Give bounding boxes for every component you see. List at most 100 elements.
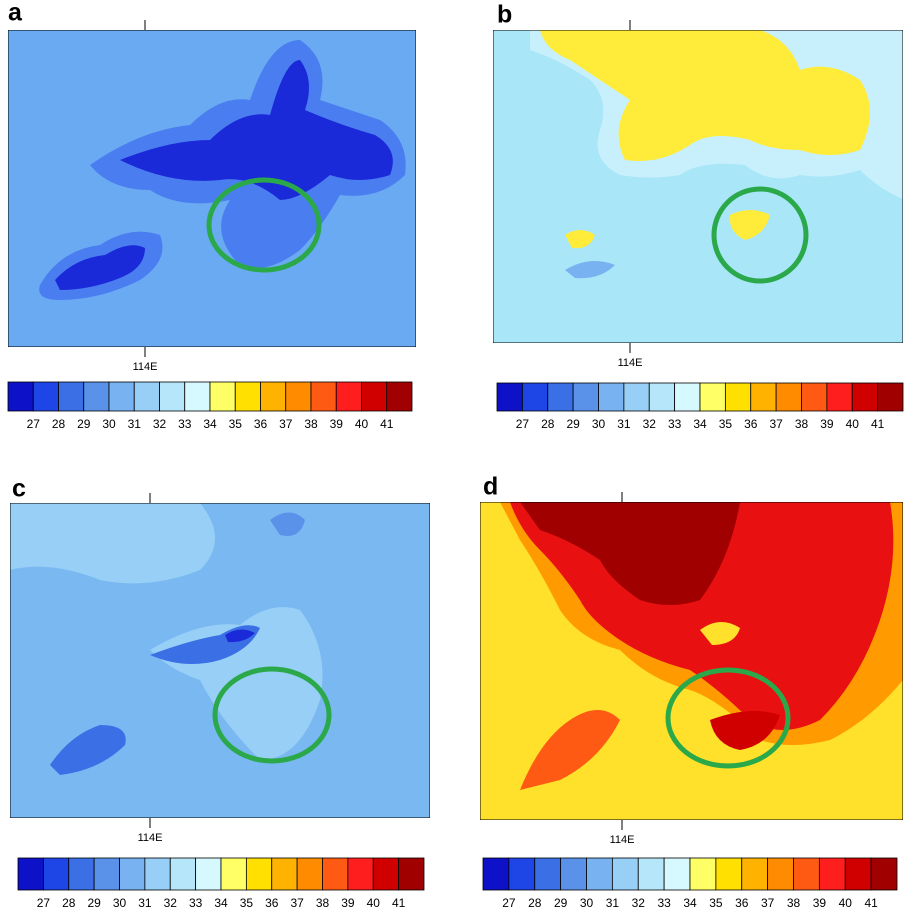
colorbar-box bbox=[844, 857, 872, 891]
colorbar-label: 27 bbox=[502, 896, 516, 910]
colorbar-label: 32 bbox=[643, 417, 657, 431]
colorbar-box bbox=[108, 381, 135, 412]
colorbar-box bbox=[372, 857, 400, 891]
colorbar-box bbox=[32, 381, 59, 412]
colorbar-label: 36 bbox=[744, 417, 758, 431]
colorbar-box bbox=[322, 857, 349, 891]
colorbar-label: 40 bbox=[846, 417, 860, 431]
colorbar-label: 39 bbox=[820, 417, 834, 431]
colorbar-box bbox=[623, 382, 650, 412]
colorbar-label: 34 bbox=[683, 896, 697, 910]
colorbar-label: 37 bbox=[279, 417, 293, 431]
x-tick-label: 114E bbox=[618, 357, 643, 369]
colorbar-label: 29 bbox=[77, 417, 91, 431]
colorbar-label: 39 bbox=[813, 896, 827, 910]
colorbar-label: 36 bbox=[254, 417, 268, 431]
x-tick-label: 114E bbox=[610, 834, 635, 846]
colorbar-box bbox=[611, 857, 639, 891]
colorbar-box bbox=[547, 382, 574, 412]
colorbar-box bbox=[663, 857, 691, 891]
colorbar-box bbox=[572, 382, 599, 412]
colorbar-box bbox=[826, 382, 853, 412]
colorbar-box bbox=[648, 382, 676, 412]
colorbar-label: 32 bbox=[632, 896, 646, 910]
colorbar-label: 34 bbox=[214, 896, 228, 910]
colorbar-label: 29 bbox=[87, 896, 101, 910]
colorbar-label: 38 bbox=[316, 896, 330, 910]
colorbar-label: 33 bbox=[178, 417, 192, 431]
colorbar-label: 34 bbox=[693, 417, 707, 431]
colorbar-box bbox=[801, 382, 828, 412]
colorbar-label: 29 bbox=[566, 417, 580, 431]
colorbar-label: 27 bbox=[37, 896, 51, 910]
colorbar-box bbox=[347, 857, 374, 891]
colorbar-box bbox=[245, 857, 273, 891]
colorbar-box bbox=[42, 857, 70, 891]
colorbar-box bbox=[17, 857, 44, 891]
colorbar-label: 35 bbox=[719, 417, 733, 431]
colorbar-label: 30 bbox=[113, 896, 127, 910]
colorbar-label: 32 bbox=[153, 417, 167, 431]
colorbar-label: 30 bbox=[592, 417, 606, 431]
panel-label: a bbox=[8, 0, 23, 27]
colorbar-label: 33 bbox=[189, 896, 203, 910]
panel-label: b bbox=[497, 1, 512, 29]
colorbar-box bbox=[195, 857, 222, 891]
colorbar-label: 34 bbox=[203, 417, 217, 431]
colorbar-label: 27 bbox=[516, 417, 530, 431]
colorbar-label: 40 bbox=[839, 896, 853, 910]
colorbar-box bbox=[159, 381, 186, 412]
colorbar-box bbox=[386, 381, 413, 412]
colorbar-box bbox=[674, 382, 701, 412]
colorbar-box bbox=[133, 381, 160, 412]
colorbar-label: 31 bbox=[138, 896, 152, 910]
colorbar-box bbox=[83, 381, 110, 412]
colorbar-box bbox=[310, 381, 337, 412]
map-b bbox=[493, 30, 903, 343]
colorbar-label: 35 bbox=[240, 896, 254, 910]
panel-label: c bbox=[12, 475, 26, 503]
colorbar-label: 40 bbox=[355, 417, 369, 431]
colorbar-label: 39 bbox=[330, 417, 344, 431]
colorbar-label: 37 bbox=[761, 896, 775, 910]
colorbar-box bbox=[209, 381, 236, 412]
colorbar-label: 28 bbox=[541, 417, 555, 431]
colorbar-label: 41 bbox=[871, 417, 885, 431]
colorbar-box bbox=[361, 381, 388, 412]
map-a bbox=[8, 30, 416, 347]
colorbar-box bbox=[870, 857, 898, 891]
colorbar-label: 30 bbox=[580, 896, 594, 910]
colorbar-label: 41 bbox=[380, 417, 394, 431]
colorbar-box bbox=[877, 382, 904, 412]
colorbar-box bbox=[296, 857, 323, 891]
colorbar-box bbox=[184, 381, 211, 412]
colorbar-label: 27 bbox=[27, 417, 41, 431]
colorbar-box bbox=[508, 857, 536, 891]
colorbar-box bbox=[724, 382, 752, 412]
colorbar-box bbox=[689, 857, 717, 891]
colorbar-box bbox=[496, 382, 523, 412]
colorbar-box bbox=[775, 382, 802, 412]
colorbar-label: 39 bbox=[341, 896, 355, 910]
colorbar-label: 41 bbox=[392, 896, 406, 910]
colorbar-box bbox=[851, 382, 879, 412]
colorbar-label: 31 bbox=[128, 417, 142, 431]
colorbar-label: 28 bbox=[52, 417, 66, 431]
colorbar-label: 36 bbox=[735, 896, 749, 910]
colorbar-label: 37 bbox=[769, 417, 783, 431]
colorbar-label: 29 bbox=[554, 896, 568, 910]
colorbar-box bbox=[534, 857, 562, 891]
colorbar-box bbox=[68, 857, 95, 891]
map-d bbox=[480, 502, 903, 820]
colorbar-box bbox=[93, 857, 120, 891]
colorbar-box bbox=[482, 857, 510, 891]
colorbar-box bbox=[586, 857, 613, 891]
colorbar-box bbox=[271, 857, 298, 891]
colorbar-label: 33 bbox=[657, 896, 671, 910]
map-c bbox=[10, 503, 430, 818]
colorbar-label: 36 bbox=[265, 896, 279, 910]
colorbar-label: 31 bbox=[606, 896, 620, 910]
colorbar-label: 31 bbox=[617, 417, 631, 431]
colorbar-box bbox=[144, 857, 171, 891]
